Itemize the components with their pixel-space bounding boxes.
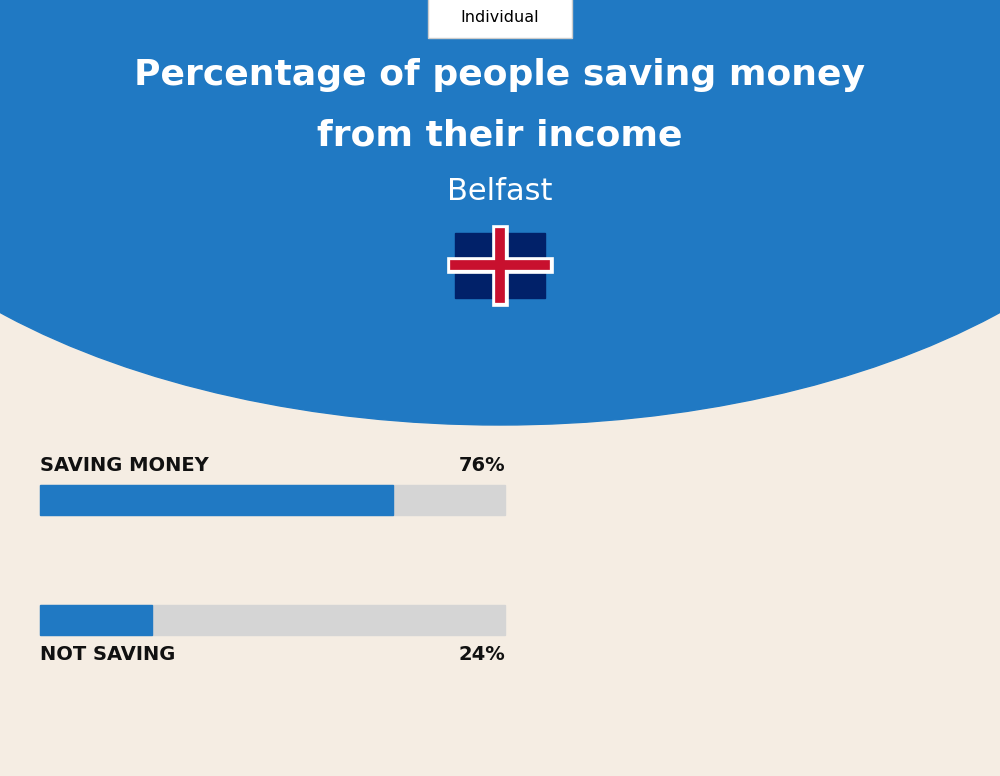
Bar bbox=[40, 485, 393, 515]
Text: Belfast: Belfast bbox=[447, 178, 553, 206]
Bar bbox=[40, 485, 505, 515]
Text: NOT SAVING: NOT SAVING bbox=[40, 645, 175, 664]
Bar bbox=[40, 605, 152, 635]
FancyBboxPatch shape bbox=[428, 0, 572, 38]
Text: Percentage of people saving money: Percentage of people saving money bbox=[134, 58, 866, 92]
Text: 24%: 24% bbox=[458, 645, 505, 664]
Text: Individual: Individual bbox=[461, 11, 539, 26]
Text: 76%: 76% bbox=[458, 456, 505, 475]
Text: from their income: from their income bbox=[317, 118, 683, 152]
Ellipse shape bbox=[0, 0, 1000, 425]
Text: SAVING MONEY: SAVING MONEY bbox=[40, 456, 209, 475]
Bar bbox=[40, 605, 505, 635]
Bar bbox=[455, 233, 545, 297]
